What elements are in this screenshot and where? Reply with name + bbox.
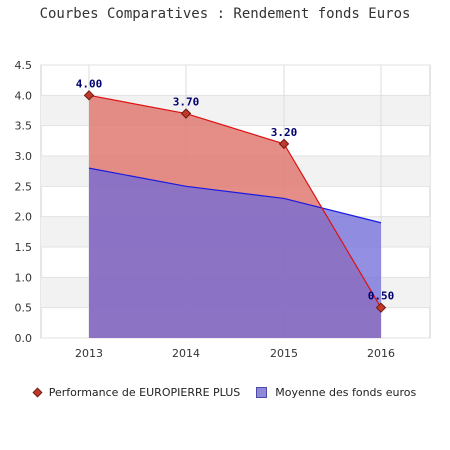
- line-performance: [88, 94, 382, 308]
- y-tick-label: 3.5: [15, 120, 33, 133]
- square-marker-icon: [256, 387, 268, 398]
- line-moyenne: [88, 167, 382, 224]
- diamond-marker-icon: [32, 387, 43, 398]
- data-point-performance: [278, 138, 290, 150]
- data-point-performance: [375, 302, 387, 313]
- chart-title: Courbes Comparatives : Rendement fonds E…: [39, 6, 411, 22]
- data-labels: 4.00 3.70 3.20 0.50: [76, 77, 395, 302]
- y-tick-label: 2.0: [15, 211, 33, 224]
- y-tick-label: 0.0: [15, 332, 33, 345]
- series-lines: [88, 94, 382, 308]
- x-tick-label: 2016: [367, 347, 395, 360]
- legend-item-moyenne: Moyenne des fonds euros: [256, 386, 416, 399]
- y-tick-label: 2.5: [15, 180, 33, 193]
- data-label-performance: 3.70: [173, 96, 200, 109]
- y-tick-label: 4.5: [15, 59, 33, 72]
- data-label-performance: 3.20: [271, 126, 298, 139]
- legend-item-performance: Performance de EUROPIERRE PLUS: [32, 386, 241, 399]
- x-tick-label: 2013: [75, 347, 103, 360]
- y-tick-label: 0.5: [15, 302, 33, 315]
- y-axis-tick-labels: 0.0 0.5 1.0 1.5 2.0 2.5 3.0 3.5 4.0 4.5: [15, 59, 33, 345]
- series-areas: [89, 95, 381, 338]
- data-point-performance: [180, 108, 192, 119]
- legend-label-performance: Performance de EUROPIERRE PLUS: [48, 386, 241, 399]
- data-label-performance: 0.50: [368, 290, 395, 303]
- data-label-performance: 4.00: [76, 77, 103, 90]
- x-tick-label: 2014: [172, 347, 200, 360]
- x-axis-tick-labels: 2013 2014 2015 2016: [75, 347, 395, 360]
- data-point-performance: [83, 90, 95, 101]
- y-tick-label: 1.5: [15, 241, 33, 254]
- x-tick-label: 2015: [270, 347, 298, 360]
- y-tick-label: 3.0: [15, 150, 33, 163]
- data-markers: [83, 90, 387, 313]
- y-tick-label: 1.0: [15, 271, 33, 284]
- legend-label-moyenne: Moyenne des fonds euros: [275, 386, 417, 399]
- legend: Performance de EUROPIERRE PLUS Moyenne d…: [0, 386, 450, 399]
- y-tick-label: 4.0: [15, 89, 33, 102]
- area-moyenne: [89, 168, 381, 338]
